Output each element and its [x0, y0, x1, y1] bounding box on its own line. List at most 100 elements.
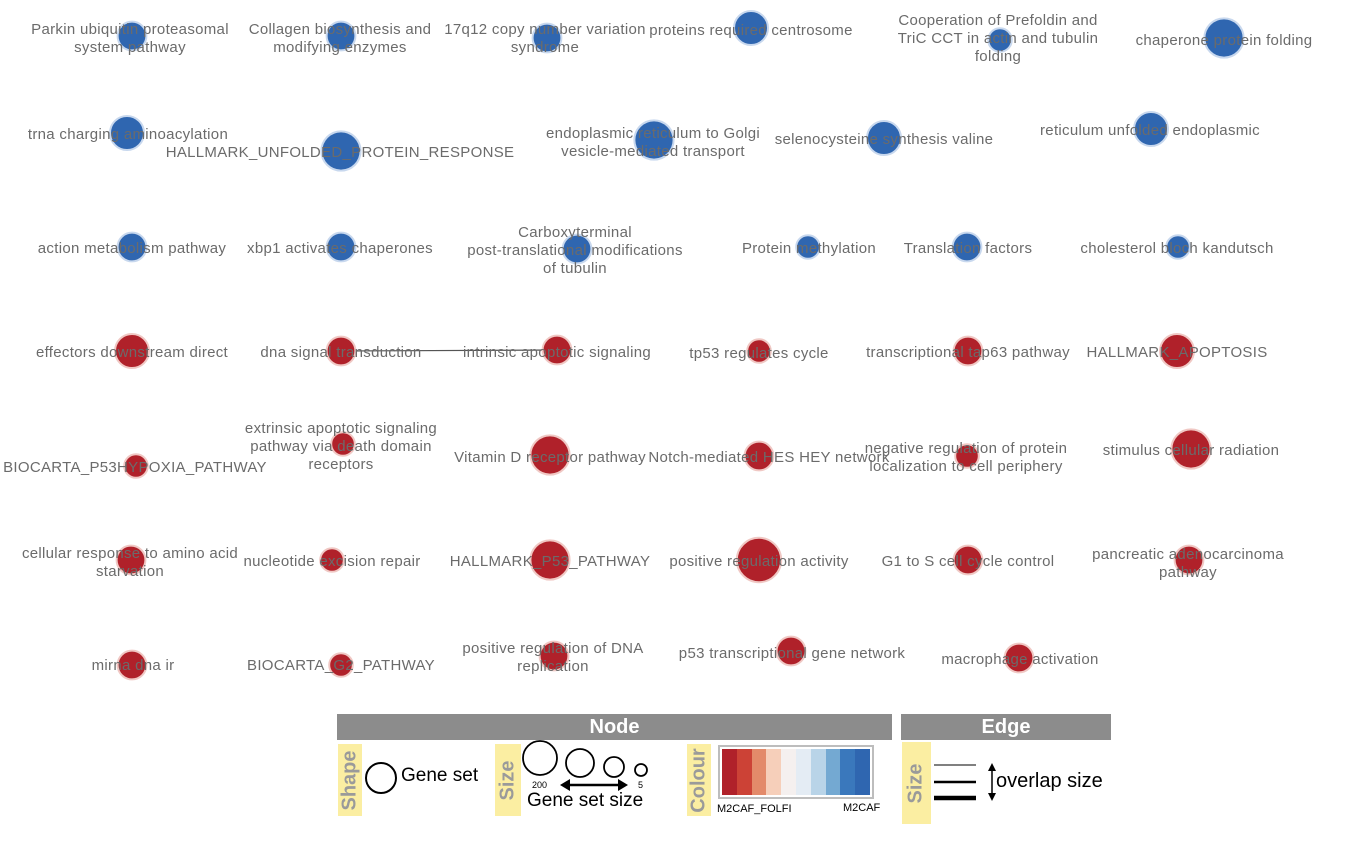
gene-set-node[interactable]: [951, 231, 983, 263]
gene-set-node-label: macrophage activation: [941, 651, 1098, 668]
gene-set-node-label: HALLMARK_UNFOLDED_PROTEIN_RESPONSE: [166, 144, 515, 161]
gene-set-node[interactable]: [733, 10, 769, 46]
gene-set-node[interactable]: [795, 234, 821, 260]
gene-set-node-label: Carboxyterminal post-translational modifi…: [467, 224, 683, 277]
gene-set-node-label-line: p53 transcriptional gene network: [679, 645, 906, 662]
enrichment-map-network: Parkin ubiquitin proteasomal system pathw…: [3, 10, 1313, 681]
gene-set-node-label: mirna dna ir: [92, 657, 175, 674]
gene-set-node-label-line: trna charging aminoacylation: [28, 126, 228, 143]
gene-set-node[interactable]: [325, 20, 357, 52]
gene-set-node-label: endoplasmic reticulum to Golgi vesicle-me…: [546, 125, 760, 160]
gene-set-node-label-line: macrophage activation: [941, 651, 1098, 668]
gene-set-node-label: chaperone protein folding: [1136, 32, 1313, 49]
gene-set-node-label: intrinsic apoptotic signaling: [463, 344, 651, 361]
gene-set-node-label-line: extrinsic apoptotic signaling: [245, 420, 437, 437]
gene-set-node[interactable]: [735, 536, 783, 584]
gene-set-node[interactable]: [775, 635, 807, 667]
gene-set-node-label: selenocysteine synthesis valine: [775, 131, 994, 148]
legend-colour-swatch: [810, 749, 826, 795]
gene-set-node[interactable]: [541, 334, 573, 366]
gene-set-node[interactable]: [1170, 428, 1212, 470]
gene-set-node[interactable]: [561, 233, 593, 265]
gene-set-node[interactable]: [1003, 642, 1035, 674]
gene-set-node[interactable]: [529, 434, 571, 476]
gene-set-node[interactable]: [952, 544, 984, 576]
gene-set-node-label: nucleotide excision repair: [243, 553, 420, 570]
gene-set-node-label-line: endoplasmic reticulum to Golgi: [546, 125, 760, 142]
gene-set-node-label-line: dna signal transduction: [260, 344, 421, 361]
gene-set-node-label: negative regulation of protein localizati…: [865, 440, 1067, 475]
gene-set-node[interactable]: [743, 440, 775, 472]
gene-set-node[interactable]: [320, 130, 362, 172]
gene-set-node-label: reticulum unfolded endoplasmic: [1040, 122, 1260, 139]
legend-shape-label: Gene set: [401, 765, 479, 786]
gene-set-node[interactable]: [1133, 111, 1169, 147]
gene-set-node-label-line: pathway: [1159, 564, 1217, 581]
gene-set-node-label: Collagen biosynthesis and modifying enzym…: [249, 21, 432, 56]
gene-set-node-label-line: modifying enzymes: [273, 39, 407, 56]
gene-set-node-label: proteins required centrosome: [649, 22, 853, 39]
legend-colour-right-label: M2CAF: [843, 802, 881, 814]
gene-set-node-label-line: of tubulin: [543, 260, 607, 277]
gene-set-node-label: p53 transcriptional gene network: [679, 645, 906, 662]
gene-set-node[interactable]: [116, 231, 148, 263]
gene-set-node[interactable]: [330, 431, 356, 457]
gene-set-node-label: HALLMARK_P53_PATHWAY: [450, 553, 651, 570]
legend-colour-swatch: [840, 749, 856, 795]
gene-set-node[interactable]: [116, 649, 148, 681]
edge-n19-n20[interactable]: [340, 349, 558, 352]
gene-set-node[interactable]: [115, 544, 147, 576]
gene-set-node[interactable]: [531, 22, 563, 54]
legend-size-circle-1: [522, 740, 558, 776]
gene-set-node[interactable]: [1159, 333, 1195, 369]
gene-set-node-label-line: positive regulation of DNA: [462, 640, 643, 657]
gene-set-node[interactable]: [538, 640, 570, 672]
legend-shape-tag: Shape: [338, 744, 362, 816]
gene-set-node-label-line: TriC CCT in actin and tubulin: [898, 30, 1098, 47]
legend-size-circle-2: [565, 748, 595, 778]
gene-set-node[interactable]: [529, 539, 571, 581]
gene-set-node-label: G1 to S cell cycle control: [882, 553, 1055, 570]
gene-set-node[interactable]: [114, 333, 150, 369]
gene-set-node-label: positive regulation activity: [669, 553, 849, 570]
gene-set-node[interactable]: [746, 338, 772, 364]
gene-set-node-label: trna charging aminoacylation: [28, 126, 228, 143]
gene-set-node[interactable]: [325, 231, 357, 263]
gene-set-node-label-line: positive regulation activity: [669, 553, 849, 570]
legend-size-label: Gene set size: [527, 790, 644, 811]
gene-set-node-label-line: HALLMARK_P53_PATHWAY: [450, 553, 651, 570]
gene-set-node[interactable]: [1165, 234, 1191, 260]
gene-set-node[interactable]: [319, 547, 345, 573]
gene-set-node-label-line: reticulum unfolded endoplasmic: [1040, 122, 1260, 139]
gene-set-node[interactable]: [109, 115, 145, 151]
gene-set-node-label: pancreatic adenocarcinoma pathway: [1092, 546, 1284, 581]
legend-edge-header: Edge: [901, 714, 1111, 740]
gene-set-node-label: tp53 regulates cycle: [689, 345, 828, 362]
gene-set-node-label-line: localization to cell periphery: [869, 458, 1062, 475]
gene-set-node[interactable]: [1203, 17, 1245, 59]
gene-set-node-label-line: post-translational modifications: [467, 242, 683, 259]
nodes-layer: [109, 10, 1245, 681]
gene-set-node[interactable]: [952, 335, 984, 367]
legend-edge-size-tag: Size: [902, 742, 931, 824]
gene-set-node-label-line: transcriptional tap63 pathway: [866, 344, 1070, 361]
gene-set-node-label: effectors downstream direct: [36, 344, 229, 361]
legend-colour-swatch: [781, 749, 796, 795]
gene-set-node[interactable]: [325, 335, 357, 367]
gene-set-node[interactable]: [328, 652, 354, 678]
gene-set-node-label-line: stimulus cellular radiation: [1103, 442, 1280, 459]
gene-set-node-label-line: HALLMARK_UNFOLDED_PROTEIN_RESPONSE: [166, 144, 515, 161]
gene-set-node-label: cellular response to amino acid starvatio…: [22, 545, 238, 580]
gene-set-node[interactable]: [1173, 544, 1205, 576]
legend-colour-swatch: [795, 749, 811, 795]
gene-set-node-label-line: Translation factors: [904, 240, 1033, 257]
gene-set-node[interactable]: [116, 20, 148, 52]
legend-edge-lines: [934, 763, 996, 801]
gene-set-node-label: Parkin ubiquitin proteasomal system pathw…: [31, 21, 229, 56]
gene-set-node[interactable]: [123, 453, 149, 479]
gene-set-node[interactable]: [866, 120, 902, 156]
gene-set-node[interactable]: [954, 443, 980, 469]
legend-size-circles: [522, 740, 648, 791]
gene-set-node[interactable]: [633, 119, 675, 161]
gene-set-node[interactable]: [987, 27, 1013, 53]
